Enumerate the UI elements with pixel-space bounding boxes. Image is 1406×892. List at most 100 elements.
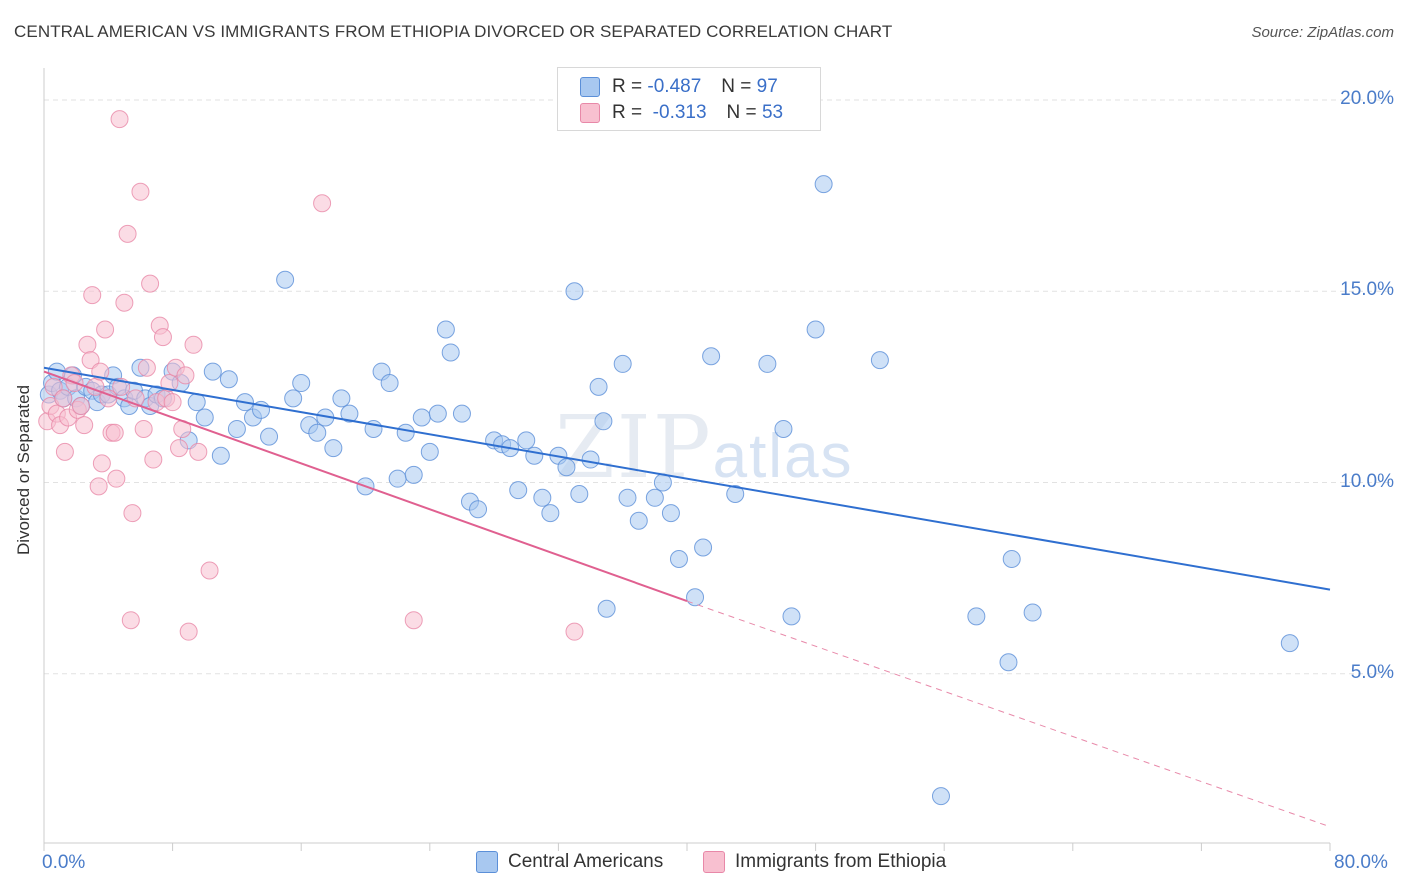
- data-point: [806, 320, 825, 339]
- data-point: [931, 787, 950, 806]
- data-point: [324, 439, 343, 458]
- chart-title: CENTRAL AMERICAN VS IMMIGRANTS FROM ETHI…: [14, 22, 893, 41]
- n-value-ethiopia: 53: [761, 102, 784, 123]
- data-point: [340, 404, 359, 423]
- data-point: [276, 270, 295, 289]
- source-label: Source: ZipAtlas.com: [1251, 24, 1394, 41]
- data-point: [308, 423, 327, 442]
- data-point: [153, 328, 172, 347]
- data-point: [436, 320, 455, 339]
- series-central-americans: [39, 175, 1299, 806]
- data-point: [1002, 550, 1021, 568]
- data-point: [75, 416, 94, 435]
- data-point: [618, 488, 637, 507]
- data-point: [774, 419, 793, 438]
- data-point: [533, 488, 552, 507]
- data-point: [81, 351, 100, 370]
- data-point: [1280, 634, 1299, 653]
- data-point: [557, 458, 576, 477]
- data-point: [89, 477, 108, 496]
- data-point: [581, 450, 600, 469]
- data-point: [92, 454, 111, 473]
- data-point: [412, 408, 431, 427]
- data-point: [570, 484, 589, 503]
- data-point: [726, 484, 745, 503]
- data-point: [170, 439, 189, 458]
- data-point: [694, 538, 713, 557]
- data-point: [589, 377, 608, 396]
- data-point: [179, 622, 198, 641]
- data-point: [613, 354, 632, 373]
- data-point: [110, 110, 129, 129]
- data-point: [967, 607, 986, 626]
- r-value-central-americans: -0.487: [647, 76, 702, 97]
- data-point: [195, 408, 214, 427]
- data-point: [184, 335, 203, 354]
- data-point: [999, 653, 1018, 672]
- data-point: [525, 446, 544, 465]
- data-point: [219, 370, 238, 389]
- watermark-zip: ZIP: [555, 398, 713, 498]
- data-point: [404, 465, 423, 484]
- data-point: [686, 588, 705, 607]
- data-point: [702, 347, 721, 366]
- data-point: [78, 335, 97, 354]
- data-point: [134, 419, 153, 438]
- data-point: [105, 423, 124, 442]
- bottom-legend-swatch-blue: [476, 851, 498, 873]
- data-point: [541, 504, 560, 523]
- data-point: [227, 419, 246, 438]
- trend-line-ethiopia: [43, 370, 688, 603]
- data-point: [187, 393, 206, 412]
- legend-row-central-americans: R = -0.487 N = 97: [580, 74, 778, 100]
- data-point: [115, 293, 134, 312]
- data-point: [313, 194, 332, 213]
- y-axis-label: Divorced or Separated: [14, 384, 33, 556]
- data-point: [629, 511, 648, 530]
- data-point: [404, 611, 423, 630]
- data-point: [71, 397, 90, 415]
- data-point: [96, 320, 115, 339]
- y-tick-label: 20.0%: [1340, 88, 1394, 109]
- data-point: [144, 450, 163, 469]
- series-ethiopia: [38, 110, 584, 641]
- n-value-central-americans: 97: [756, 76, 778, 97]
- data-point: [83, 286, 102, 305]
- data-point: [332, 389, 351, 408]
- legend-swatch-blue: [580, 77, 600, 97]
- data-point: [594, 412, 613, 431]
- bottom-legend-ethiopia: Immigrants from Ethiopia: [703, 851, 946, 873]
- data-point: [107, 469, 126, 488]
- data-point: [396, 423, 415, 442]
- data-point: [758, 354, 777, 373]
- trend-line-ethiopia-extension: [686, 600, 1331, 828]
- data-point: [782, 607, 801, 626]
- bottom-legend-swatch-pink: [703, 851, 725, 873]
- y-tick-label: 5.0%: [1350, 661, 1394, 683]
- data-point: [469, 500, 488, 519]
- data-point: [211, 446, 230, 465]
- data-point: [380, 374, 399, 393]
- data-point: [428, 404, 447, 423]
- data-point: [260, 427, 279, 446]
- data-point: [176, 366, 195, 385]
- data-point: [123, 504, 142, 523]
- data-point: [131, 182, 150, 201]
- bottom-legend-central-americans: Central Americans: [476, 851, 663, 873]
- data-point: [452, 404, 471, 423]
- data-point: [1023, 603, 1042, 622]
- trend-line-central-americans: [43, 366, 1331, 591]
- data-point: [200, 561, 219, 580]
- data-point: [189, 442, 208, 461]
- data-point: [870, 351, 889, 370]
- data-point: [509, 481, 528, 500]
- data-point: [292, 374, 311, 393]
- data-point: [55, 442, 74, 461]
- legend-swatch-pink: [580, 103, 600, 123]
- data-point: [565, 622, 584, 641]
- x-tick-label-max: 80.0%: [1334, 852, 1388, 873]
- data-point: [645, 488, 664, 507]
- data-point: [441, 343, 460, 362]
- y-tick-label: 10.0%: [1340, 470, 1394, 492]
